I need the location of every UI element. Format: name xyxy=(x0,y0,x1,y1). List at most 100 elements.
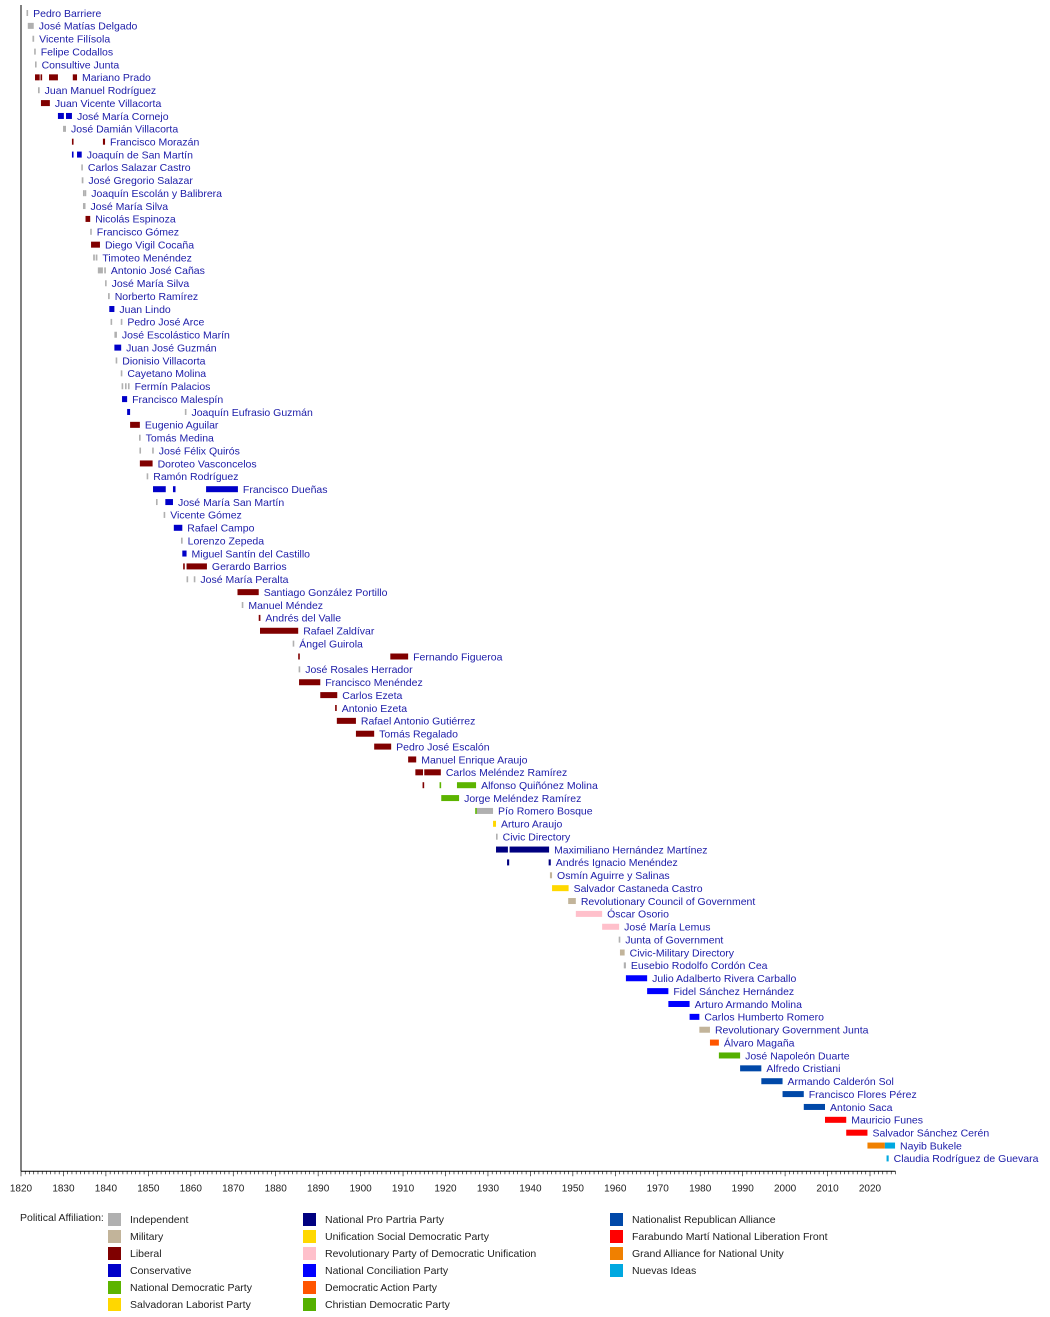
president-label[interactable]: Carlos Salazar Castro xyxy=(88,162,191,174)
president-label[interactable]: Pedro José Arce xyxy=(127,317,204,329)
president-label[interactable]: Junta of Government xyxy=(625,934,723,946)
president-label[interactable]: Tomás Medina xyxy=(146,433,214,445)
president-label[interactable]: José Escolástico Marín xyxy=(122,330,230,342)
president-label[interactable]: Norberto Ramírez xyxy=(115,291,198,303)
president-label[interactable]: Cayetano Molina xyxy=(127,368,206,380)
president-label[interactable]: Salvador Sánchez Cerén xyxy=(872,1127,989,1139)
president-label[interactable]: Ángel Guirola xyxy=(299,637,363,650)
president-label[interactable]: Felipe Codallos xyxy=(41,46,113,58)
president-label[interactable]: José Napoleón Duarte xyxy=(745,1050,850,1062)
president-label[interactable]: Eusebio Rodolfo Cordón Cea xyxy=(631,960,768,972)
president-label[interactable]: José María Peralta xyxy=(200,574,288,586)
president-label[interactable]: Carlos Ezeta xyxy=(342,690,402,702)
president-label[interactable]: Tomás Regalado xyxy=(379,729,458,741)
president-label[interactable]: Maximiliano Hernández Martínez xyxy=(554,844,707,856)
president-label[interactable]: Pío Romero Bosque xyxy=(498,806,593,818)
president-label[interactable]: Timoteo Menéndez xyxy=(102,252,192,264)
president-label[interactable]: Diego Vigil Cocaña xyxy=(105,239,194,251)
term-bar xyxy=(623,962,626,969)
president-label[interactable]: Julio Adalberto Rivera Carballo xyxy=(652,973,796,985)
president-label[interactable]: Salvador Castaneda Castro xyxy=(574,883,703,895)
president-label[interactable]: Francisco Morazán xyxy=(110,137,199,149)
president-label[interactable]: Consultive Junta xyxy=(42,59,120,71)
president-label[interactable]: Rafael Zaldívar xyxy=(303,626,375,638)
x-tick-label: 1950 xyxy=(562,1183,585,1194)
president-label[interactable]: Rafael Campo xyxy=(187,523,254,535)
president-label[interactable]: Juan Lindo xyxy=(119,304,171,316)
president-label[interactable]: Ramón Rodríguez xyxy=(153,471,238,483)
president-label[interactable]: Andrés del Valle xyxy=(265,613,341,625)
term-bar xyxy=(165,499,173,506)
president-label[interactable]: Eugenio Aguilar xyxy=(145,420,219,432)
president-label[interactable]: Fermín Palacios xyxy=(135,381,211,393)
president-label[interactable]: Dionisio Villacorta xyxy=(122,355,205,367)
term-bar xyxy=(32,35,35,42)
president-label[interactable]: Revolutionary Government Junta xyxy=(715,1025,869,1037)
president-label[interactable]: Alfonso Quiñónez Molina xyxy=(481,780,598,792)
term-bar xyxy=(40,100,50,107)
president-label[interactable]: Francisco Flores Pérez xyxy=(809,1089,917,1101)
president-label[interactable]: José María Silva xyxy=(91,201,169,213)
president-label[interactable]: Jorge Meléndez Ramírez xyxy=(464,793,581,805)
president-label[interactable]: Fidel Sánchez Hernández xyxy=(673,986,794,998)
president-label[interactable]: Carlos Humberto Romero xyxy=(704,1012,824,1024)
president-label[interactable]: Francisco Dueñas xyxy=(243,484,328,496)
president-label[interactable]: José Félix Quirós xyxy=(159,445,240,457)
president-label[interactable]: Álvaro Magaña xyxy=(724,1036,795,1049)
president-label[interactable]: Juan Manuel Rodríguez xyxy=(45,85,157,97)
president-label[interactable]: Antonio Ezeta xyxy=(342,703,408,715)
president-label[interactable]: José Rosales Herrador xyxy=(305,664,413,676)
president-label[interactable]: Vicente Gómez xyxy=(170,510,242,522)
president-label[interactable]: Joaquín Eufrasio Guzmán xyxy=(191,407,313,419)
president-label[interactable]: Revolutionary Council of Government xyxy=(581,896,756,908)
president-label[interactable]: Antonio José Cañas xyxy=(111,265,205,277)
president-label[interactable]: José Gregorio Salazar xyxy=(88,175,193,187)
president-label[interactable]: Santiago González Portillo xyxy=(264,587,388,599)
president-label[interactable]: Claudia Rodríguez de Guevara xyxy=(894,1153,1039,1165)
term-bar xyxy=(65,112,72,119)
president-label[interactable]: Arturo Araujo xyxy=(501,819,562,831)
president-label[interactable]: Francisco Gómez xyxy=(97,227,179,239)
president-label[interactable]: Juan José Guzmán xyxy=(126,342,217,354)
president-label[interactable]: Armando Calderón Sol xyxy=(788,1076,894,1088)
president-label[interactable]: Joaquín de San Martín xyxy=(87,149,193,161)
term-bar xyxy=(35,61,37,68)
president-label[interactable]: Doroteo Vasconcelos xyxy=(158,458,257,470)
president-label[interactable]: José María Cornejo xyxy=(77,111,169,123)
president-label[interactable]: Gerardo Barrios xyxy=(212,561,287,573)
president-label[interactable]: Juan Vicente Villacorta xyxy=(55,98,162,110)
president-label[interactable]: José María Lemus xyxy=(624,922,710,934)
president-label[interactable]: José María San Martín xyxy=(178,497,284,509)
president-label[interactable]: Antonio Saca xyxy=(830,1102,893,1114)
president-label[interactable]: Fernando Figueroa xyxy=(413,651,502,663)
president-label[interactable]: Nicolás Espinoza xyxy=(95,214,176,226)
president-label[interactable]: Carlos Meléndez Ramírez xyxy=(446,767,567,779)
president-label[interactable]: Manuel Méndez xyxy=(248,600,323,612)
term-bar xyxy=(439,782,442,789)
president-label[interactable]: Andrés Ignacio Menéndez xyxy=(556,857,678,869)
president-label[interactable]: Francisco Menéndez xyxy=(325,677,422,689)
president-label[interactable]: Pedro José Escalón xyxy=(396,741,490,753)
term-bar xyxy=(97,267,103,274)
president-label[interactable]: José María Silva xyxy=(112,278,190,290)
president-label[interactable]: Miguel Santín del Castillo xyxy=(192,548,311,560)
president-label[interactable]: Mauricio Funes xyxy=(851,1115,923,1127)
president-label[interactable]: Óscar Osorio xyxy=(607,908,669,921)
x-tick-label: 1990 xyxy=(732,1183,755,1194)
president-label[interactable]: Lorenzo Zepeda xyxy=(188,535,265,547)
president-label[interactable]: Civic-Military Directory xyxy=(630,947,735,959)
president-label[interactable]: Vicente Filísola xyxy=(39,34,110,46)
president-label[interactable]: José Matías Delgado xyxy=(39,21,138,33)
president-label[interactable]: Arturo Armando Molina xyxy=(695,999,803,1011)
president-label[interactable]: Civic Directory xyxy=(503,831,571,843)
president-label[interactable]: Rafael Antonio Gutiérrez xyxy=(361,716,475,728)
president-label[interactable]: Manuel Enrique Araujo xyxy=(421,754,527,766)
president-label[interactable]: Osmín Aguirre y Salinas xyxy=(557,870,670,882)
president-label[interactable]: Alfredo Cristiani xyxy=(766,1063,840,1075)
president-label[interactable]: Mariano Prado xyxy=(82,72,151,84)
president-label[interactable]: Nayib Bukele xyxy=(900,1140,962,1152)
president-label[interactable]: José Damián Villacorta xyxy=(71,124,178,136)
president-label[interactable]: Pedro Barriere xyxy=(33,8,101,20)
president-label[interactable]: Francisco Malespín xyxy=(132,394,223,406)
president-label[interactable]: Joaquín Escolán y Balibrera xyxy=(91,188,222,200)
